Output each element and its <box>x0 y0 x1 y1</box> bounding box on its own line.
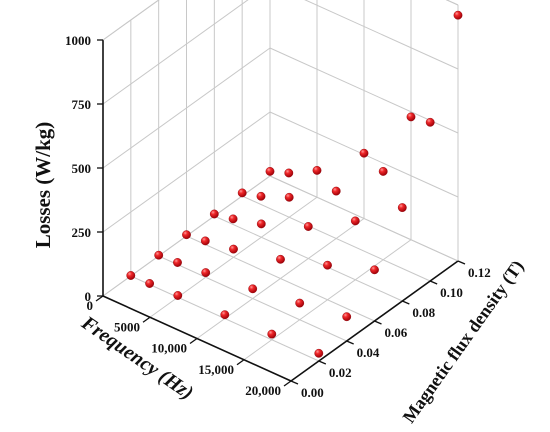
grid-line-floor-flux <box>241 195 431 282</box>
data-point <box>200 236 210 246</box>
flux-tick-label: 0.08 <box>412 305 435 320</box>
data-point <box>284 192 294 202</box>
grid-line-back-wall-loss <box>102 111 271 233</box>
data-point <box>256 219 266 229</box>
data-point <box>295 298 305 308</box>
data-point <box>182 230 191 240</box>
loss-tick-label: 0 <box>85 289 92 304</box>
data-point <box>425 117 435 127</box>
grid-line-floor-flux <box>269 175 459 262</box>
data-point <box>397 203 407 213</box>
flux-tick-mark <box>402 300 410 305</box>
loss-tick-label: 250 <box>72 225 92 240</box>
data-point <box>154 250 164 260</box>
data-point <box>323 260 332 270</box>
data-point <box>229 244 238 254</box>
data-point <box>453 10 463 20</box>
frequency-tick-mark <box>95 295 104 302</box>
grid-line-back-wall-loss <box>102 47 271 169</box>
data-point <box>265 166 275 176</box>
frequency-tick-label: 15,000 <box>198 362 234 377</box>
frequency-tick-mark <box>283 380 292 387</box>
data-point <box>220 310 230 320</box>
data-point <box>303 222 313 231</box>
flux-tick-mark <box>346 340 354 345</box>
data-points <box>126 10 463 358</box>
frame-top-back <box>102 0 160 41</box>
flux-tick-label: 0.00 <box>301 385 324 400</box>
data-point <box>145 279 155 288</box>
data-point <box>201 268 211 277</box>
flux-tick-label: 0.02 <box>329 365 352 380</box>
flux-tick-mark <box>290 380 299 385</box>
data-point <box>350 216 360 226</box>
frequency-tick-mark <box>142 316 151 323</box>
data-point <box>173 291 183 300</box>
loss-tick-label: 750 <box>72 97 92 112</box>
data-point <box>248 284 258 294</box>
data-point <box>370 265 379 275</box>
grid-layer <box>102 0 459 382</box>
y-axis-title: Magnetic flux density (T) <box>399 256 529 427</box>
z-axis-title: Losses (W/kg) <box>31 122 55 249</box>
frequency-tick-label: 5000 <box>114 319 140 334</box>
data-point <box>209 209 219 219</box>
grid-line-floor-flux <box>186 235 375 322</box>
grid-line-side-wall-loss <box>269 47 459 134</box>
data-point <box>378 166 388 176</box>
data-point <box>406 112 416 122</box>
grid-line-floor-flux <box>214 215 403 302</box>
frequency-tick-label: 20,000 <box>245 383 281 398</box>
flux-tick-mark <box>457 260 466 265</box>
frequency-tick-mark <box>189 337 198 345</box>
flux-tick-mark <box>429 280 438 285</box>
data-point <box>284 168 294 178</box>
data-point <box>228 214 238 224</box>
flux-tick-label: 0.04 <box>357 345 380 360</box>
frequency-tick-label: 0 <box>87 298 94 313</box>
data-point <box>276 254 285 264</box>
data-point <box>173 258 182 267</box>
grid-line-side-wall-loss <box>304 0 459 70</box>
data-point <box>267 329 277 339</box>
loss-tick-label: 500 <box>72 161 92 176</box>
data-point <box>312 165 322 175</box>
axes-frame <box>102 0 459 382</box>
data-point <box>256 191 266 201</box>
data-point <box>331 186 341 196</box>
grid-line-back-wall-loss <box>102 0 249 105</box>
frequency-tick-label: 10,000 <box>151 341 187 356</box>
flux-tick-label: 0.12 <box>468 265 491 280</box>
flux-tick-mark <box>318 360 327 365</box>
flux-tick-mark <box>374 320 382 325</box>
data-point <box>314 348 324 358</box>
flux-tick-label: 0.06 <box>385 325 408 340</box>
data-point <box>126 271 136 280</box>
data-point <box>342 312 352 322</box>
data-point <box>237 188 247 198</box>
loss-tick-label: 1000 <box>65 33 91 48</box>
grid-line-floor-flux <box>158 255 347 342</box>
data-point <box>359 148 369 158</box>
flux-tick-label: 0.10 <box>440 285 463 300</box>
tick-labels: 0 250 500 750 1000 0 5000 10,000 15,000 20,000 0.0… <box>65 33 491 400</box>
frequency-tick-mark <box>236 359 245 366</box>
